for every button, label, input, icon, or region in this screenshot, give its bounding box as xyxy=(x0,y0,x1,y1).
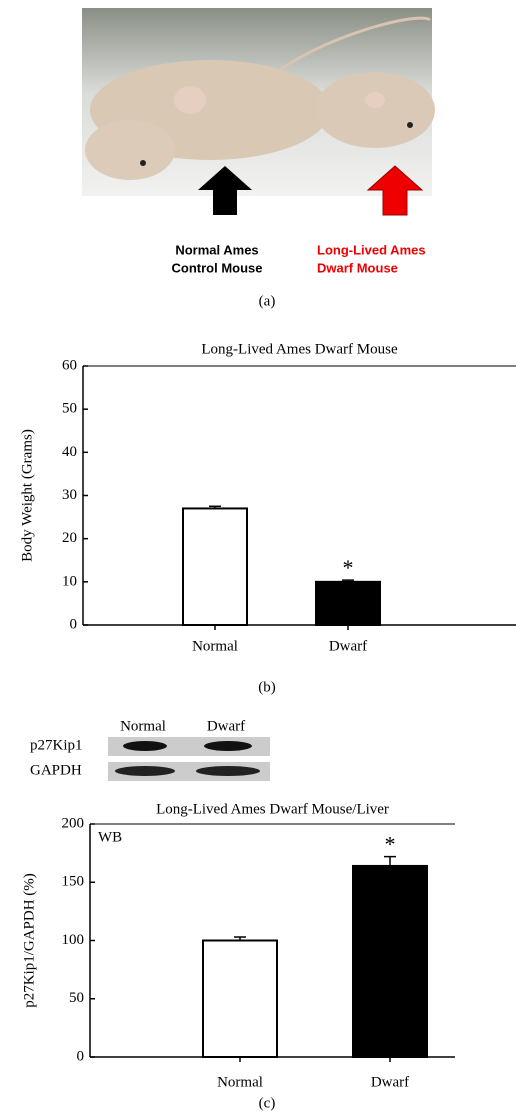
chart-title: Long-Lived Ames Dwarf Mouse/Liver xyxy=(156,801,389,817)
photo-label: Dwarf Mouse xyxy=(317,260,398,275)
blot-lane-label: Normal xyxy=(120,718,166,734)
blot-lane-label: Dwarf xyxy=(207,718,245,734)
y-tick-label: 20 xyxy=(62,530,77,546)
x-tick-label: Dwarf xyxy=(329,638,367,654)
photo-label: Control Mouse xyxy=(172,260,263,275)
x-tick-label: Normal xyxy=(192,638,238,654)
y-axis-label: Body Weight (Grams) xyxy=(19,429,35,562)
x-tick-label: Normal xyxy=(217,1074,263,1090)
photo-label: Long-Lived Ames xyxy=(317,242,426,257)
y-tick-label: 50 xyxy=(62,401,77,417)
y-tick-label: 30 xyxy=(62,487,77,503)
bar xyxy=(352,864,428,1058)
bar xyxy=(315,580,381,626)
method-label: WB xyxy=(98,829,122,845)
y-tick-label: 10 xyxy=(62,573,77,589)
y-tick-label: 0 xyxy=(70,616,78,632)
blot-row-label: p27Kip1 xyxy=(30,737,83,753)
chart-title: Long-Lived Ames Dwarf Mouse xyxy=(201,341,398,357)
panel-label: (c) xyxy=(259,1095,276,1111)
panel-label: (b) xyxy=(258,679,276,695)
photo-label: Normal Ames xyxy=(175,242,258,257)
y-axis-label: p27Kip1/GAPDH (%) xyxy=(21,873,37,1008)
y-tick-label: 40 xyxy=(62,444,77,460)
significance-marker: * xyxy=(343,555,354,580)
y-tick-label: 200 xyxy=(62,815,85,831)
y-tick-label: 60 xyxy=(62,357,77,373)
y-tick-label: 150 xyxy=(62,874,85,890)
y-tick-label: 50 xyxy=(69,990,84,1006)
bar xyxy=(202,939,278,1058)
western-blot xyxy=(108,737,270,781)
bar xyxy=(182,507,248,627)
photo xyxy=(82,8,435,216)
x-tick-label: Dwarf xyxy=(371,1074,409,1090)
y-tick-label: 100 xyxy=(62,932,85,948)
panel-label: (a) xyxy=(259,293,276,309)
significance-marker: * xyxy=(385,832,396,857)
blot-row-label: GAPDH xyxy=(30,762,82,778)
y-tick-label: 0 xyxy=(77,1048,85,1064)
